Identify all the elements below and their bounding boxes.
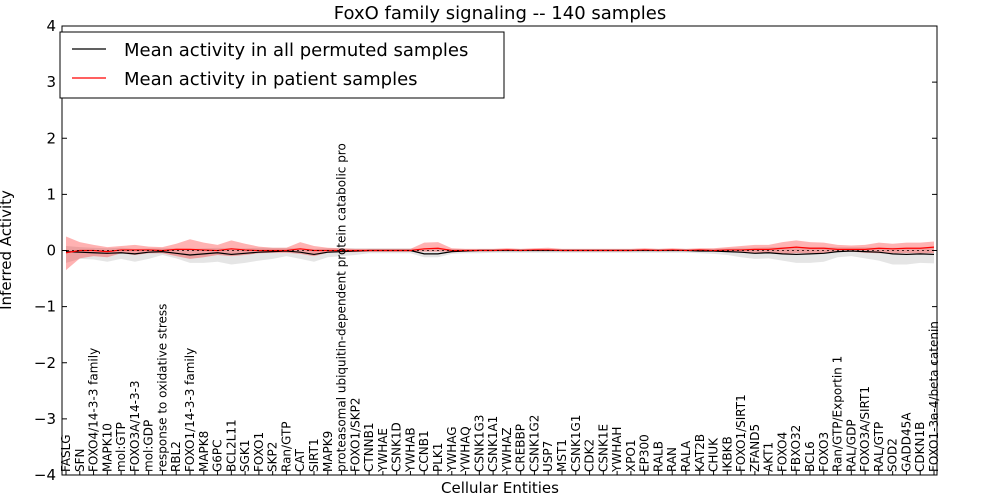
x-tick-label: YWHAH — [610, 427, 624, 473]
chart-title: FoxO family signaling -- 140 samples — [334, 3, 666, 24]
x-tick-label: CREBBP — [514, 424, 528, 472]
y-tick-label: 4 — [46, 17, 56, 35]
y-tick-label: 1 — [46, 185, 56, 203]
x-tick-label: RAL/GTP — [872, 422, 886, 472]
x-tick-label: CDKN1B — [913, 422, 927, 472]
x-tick-label: MAPK10 — [100, 423, 114, 472]
x-tick-label: G6PC — [211, 439, 225, 472]
x-tick-label: FOXO1 — [252, 432, 266, 472]
x-tick-label: BCL2L11 — [224, 419, 238, 472]
x-tick-label: FOXO3A/SIRT1 — [858, 386, 872, 472]
legend-label-patient: Mean activity in patient samples — [124, 69, 418, 90]
x-tick-label: KAT2B — [693, 434, 707, 472]
x-tick-label: YWHAG — [445, 426, 459, 473]
y-tick-label: 0 — [46, 242, 56, 260]
x-tick-label: IKBKB — [720, 436, 734, 472]
x-tick-label: CSNK1D — [390, 422, 404, 472]
x-tick-label: SIRT1 — [307, 438, 321, 472]
x-tick-label: MAPK8 — [197, 431, 211, 472]
y-axis-label: Inferred Activity — [0, 190, 15, 310]
x-tick-label: RALA — [679, 440, 693, 472]
y-axis: −4 −3 −2 −1 0 1 2 3 4 — [34, 17, 937, 484]
x-tick-label: CHUK — [707, 437, 721, 472]
legend-box — [59, 31, 505, 99]
x-tick-label: CSNK1G2 — [527, 415, 541, 472]
y-tick-label: 3 — [46, 73, 56, 91]
legend: Mean activity in all permuted samples Me… — [59, 31, 505, 99]
y-tick-label: 2 — [46, 129, 56, 147]
x-tick-label: CSNK1G3 — [472, 415, 486, 472]
patient-band — [66, 236, 934, 271]
x-tick-label: Ran/GTP/Exportin 1 — [831, 356, 845, 472]
x-tick-label: FOXO3A/14-3-3 — [128, 380, 142, 472]
x-tick-label: YWHAQ — [459, 426, 473, 473]
x-tick-label: SOD2 — [886, 438, 900, 472]
series-lines — [62, 246, 937, 256]
x-tick-label: AKT1 — [762, 442, 776, 472]
y-tick-label: −3 — [34, 410, 56, 428]
x-tick-label: RAL/GDP — [844, 419, 858, 472]
x-tick-label: SKP2 — [266, 442, 280, 472]
x-tick-label: BCL6 — [803, 441, 817, 472]
y-tick-label: −2 — [34, 354, 56, 372]
x-tick-label: SFN — [73, 449, 87, 473]
x-tick-label: RALB — [651, 441, 665, 472]
x-tick-label: FBXO32 — [789, 425, 803, 472]
x-tick-label: CDK2 — [583, 439, 597, 472]
x-tick-label: FOXO4 — [775, 432, 789, 472]
x-tick-label: GADD45A — [899, 412, 913, 472]
x-tick-label: FOXO1/SKP2 — [348, 397, 362, 472]
x-tick-label: mol:GTP — [114, 422, 128, 472]
x-tick-label: XPO1 — [624, 439, 638, 472]
x-tick-label: ZFAND5 — [748, 424, 762, 472]
x-tick-label: FOXO4/14-3-3 family — [87, 348, 101, 472]
x-tick-label: SGK1 — [238, 440, 252, 472]
x-tick-label: MST1 — [555, 439, 569, 472]
y-tick-label: −4 — [34, 466, 56, 484]
x-tick-label: FOXO1/14-3-3 family — [183, 348, 197, 472]
x-tick-label: CCNB1 — [417, 430, 431, 472]
x-tick-label: FOXO3 — [817, 432, 831, 472]
x-tick-label: mol:GDP — [142, 420, 156, 472]
x-tick-label: FASLG — [59, 434, 73, 472]
x-tick-label: RAN — [665, 447, 679, 472]
x-tick-label: MAPK9 — [321, 431, 335, 472]
x-tick-label: response to oxidative stress — [155, 304, 169, 472]
x-tick-label: YWHAE — [376, 428, 390, 473]
x-tick-label: YWHAZ — [500, 427, 514, 473]
patient-mean-line — [65, 246, 935, 254]
x-tick-label: CSNK1G1 — [569, 415, 583, 472]
x-axis-label: Cellular Entities — [441, 479, 559, 497]
x-tick-label: CSNK1A1 — [486, 416, 500, 472]
x-tick-label: CTNNB1 — [362, 422, 376, 472]
x-tick-label: EP300 — [638, 434, 652, 472]
confidence-bands — [66, 236, 934, 271]
legend-label-permuted: Mean activity in all permuted samples — [124, 40, 468, 61]
x-tick-label: YWHAB — [403, 427, 417, 473]
x-tick-label: FOXO1/SIRT1 — [734, 394, 748, 472]
x-tick-label: PLK1 — [431, 443, 445, 472]
x-tick-labels: FASLG SFN FOXO4/14-3-3 family MAPK10 mol:GTP… — [59, 143, 941, 475]
x-tick-label: RBL2 — [169, 441, 183, 472]
x-tick-label: FOXO1-3a-4/beta catenin — [927, 321, 941, 472]
x-tick-label: proteasomal ubiquitin-dependent protein … — [335, 143, 349, 472]
x-tick-label: Ran/GTP — [279, 421, 293, 472]
x-tick-label: CAT — [293, 448, 307, 472]
x-tick-label: CSNK1E — [596, 424, 610, 472]
x-tick-label: USP7 — [541, 441, 555, 472]
y-tick-label: −1 — [34, 298, 56, 316]
